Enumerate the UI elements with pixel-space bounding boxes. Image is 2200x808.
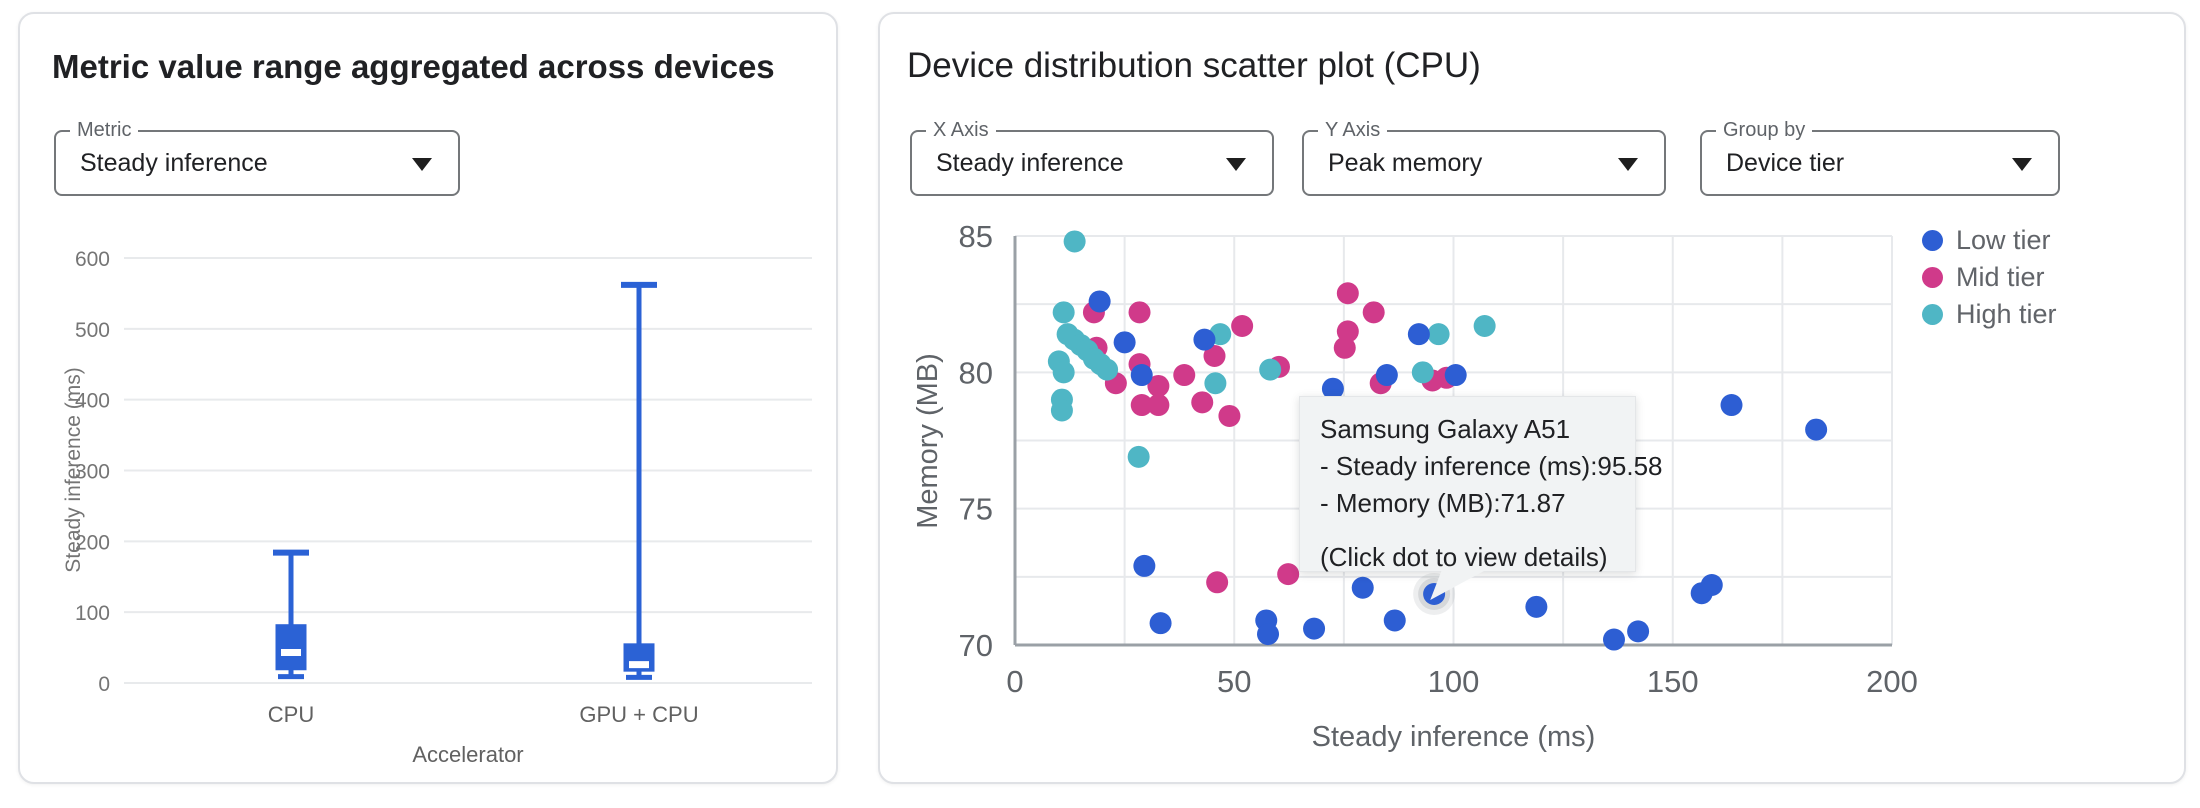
legend-item-high-tier[interactable]: High tier bbox=[1922, 296, 2057, 333]
y-axis-select-value: Peak memory bbox=[1328, 148, 1483, 177]
svg-text:Steady inference (ms): Steady inference (ms) bbox=[1312, 721, 1596, 753]
y-axis-select-label: Y Axis bbox=[1318, 118, 1388, 142]
y-axis-select[interactable]: Y Axis Peak memory bbox=[1302, 118, 1666, 196]
mid-tier-dot-icon bbox=[1922, 267, 1943, 288]
svg-text:Steady inference (ms): Steady inference (ms) bbox=[62, 367, 85, 572]
chevron-down-icon bbox=[1226, 158, 1246, 171]
metric-select-value: Steady inference bbox=[80, 148, 268, 177]
device-tooltip: Samsung Galaxy A51 - Steady inference (m… bbox=[1299, 396, 1663, 600]
scatter-panel-title: Device distribution scatter plot (CPU) bbox=[907, 46, 1481, 85]
svg-text:500: 500 bbox=[75, 319, 110, 342]
tooltip-spacer bbox=[1320, 522, 1615, 539]
svg-text:CPU: CPU bbox=[268, 702, 314, 727]
boxplot-panel: Metric value range aggregated across dev… bbox=[18, 12, 838, 784]
scatter-panel: Device distribution scatter plot (CPU) X… bbox=[878, 12, 2186, 784]
svg-text:GPU + CPU: GPU + CPU bbox=[579, 702, 698, 727]
svg-text:80: 80 bbox=[959, 355, 993, 390]
tooltip-x-value: - Steady inference (ms):95.58 bbox=[1320, 451, 1663, 481]
high-tier-dot-icon bbox=[1922, 304, 1943, 325]
svg-text:75: 75 bbox=[959, 492, 993, 527]
svg-text:Memory (MB): Memory (MB) bbox=[912, 353, 944, 529]
tooltip-y-value: - Memory (MB):71.87 bbox=[1320, 488, 1566, 518]
group-by-select-value: Device tier bbox=[1726, 148, 1845, 177]
boxplot-panel-title: Metric value range aggregated across dev… bbox=[52, 48, 775, 85]
boxplot-chart[interactable]: 0 100 200 300 400 500 600 Steady inference (ms)… bbox=[20, 14, 840, 786]
svg-text:200: 200 bbox=[75, 531, 110, 554]
x-axis-select-value: Steady inference bbox=[936, 148, 1124, 177]
svg-text:100: 100 bbox=[1428, 664, 1480, 699]
metric-select[interactable]: Metric Steady inference bbox=[54, 118, 460, 196]
tooltip-device-name: Samsung Galaxy A51 bbox=[1320, 414, 1571, 444]
legend-label: High tier bbox=[1956, 299, 2057, 329]
svg-text:150: 150 bbox=[1647, 664, 1699, 699]
legend-label: Low tier bbox=[1956, 225, 2051, 255]
svg-text:200: 200 bbox=[1866, 664, 1918, 699]
svg-text:Accelerator: Accelerator bbox=[412, 742, 523, 767]
chevron-down-icon bbox=[2012, 158, 2032, 171]
legend-item-mid-tier[interactable]: Mid tier bbox=[1922, 259, 2057, 296]
group-by-select[interactable]: Group by Device tier bbox=[1700, 118, 2060, 196]
svg-text:600: 600 bbox=[75, 248, 110, 271]
svg-text:400: 400 bbox=[75, 390, 110, 413]
svg-text:70: 70 bbox=[959, 628, 993, 663]
svg-text:0: 0 bbox=[98, 673, 110, 696]
group-by-select-label: Group by bbox=[1716, 118, 1813, 142]
svg-text:50: 50 bbox=[1217, 664, 1251, 699]
x-axis-select-label: X Axis bbox=[926, 118, 996, 142]
scatter-chart[interactable]: 0 50 100 150 200 70 75 80 85 Steady inference (ms… bbox=[880, 14, 2188, 786]
svg-text:300: 300 bbox=[75, 461, 110, 484]
metric-select-label: Metric bbox=[70, 118, 139, 142]
legend-label: Mid tier bbox=[1956, 262, 2045, 292]
x-axis-select[interactable]: X Axis Steady inference bbox=[910, 118, 1274, 196]
tooltip-hint: (Click dot to view details) bbox=[1320, 542, 1608, 572]
low-tier-dot-icon bbox=[1922, 230, 1943, 251]
svg-text:100: 100 bbox=[75, 602, 110, 625]
chevron-down-icon bbox=[1618, 158, 1638, 171]
svg-text:85: 85 bbox=[959, 219, 993, 254]
legend-item-low-tier[interactable]: Low tier bbox=[1922, 222, 2057, 259]
svg-text:0: 0 bbox=[1006, 664, 1023, 699]
chevron-down-icon bbox=[412, 158, 432, 171]
scatter-legend: Low tier Mid tier High tier bbox=[1922, 222, 2057, 333]
